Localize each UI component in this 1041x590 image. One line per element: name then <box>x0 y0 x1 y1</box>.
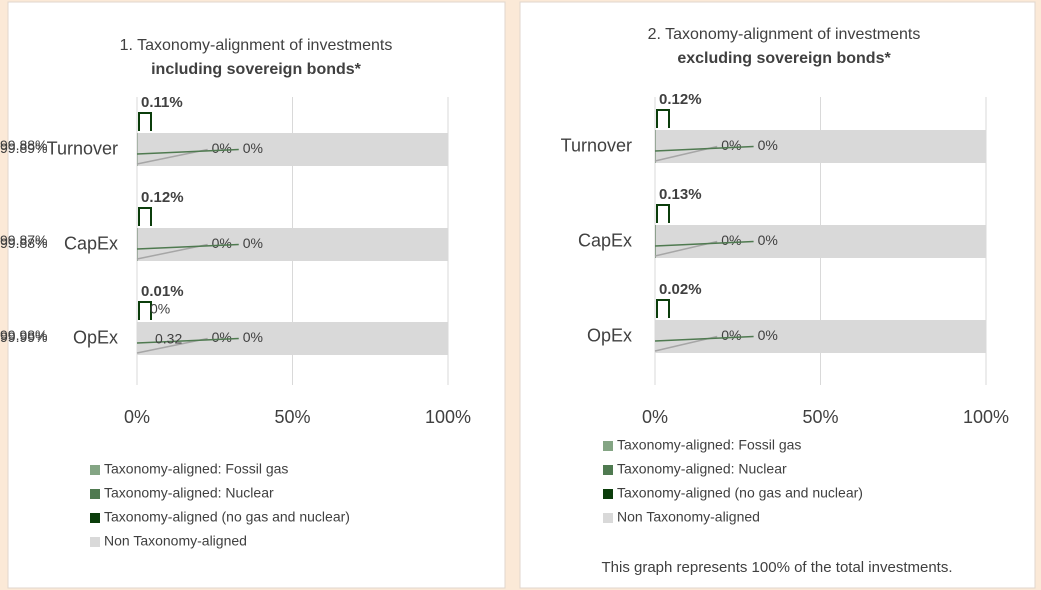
chart-subtitle: including sovereign bonds* <box>151 61 362 78</box>
footnote: This graph represents 100% of the total … <box>601 559 952 576</box>
value-label: 0.11% <box>141 94 183 111</box>
leader-line <box>136 337 239 344</box>
value-label: 0% <box>721 327 741 343</box>
chart-subtitle: excluding sovereign bonds* <box>677 50 891 67</box>
value-label: 99.87% <box>0 232 47 248</box>
leader-line <box>656 204 670 223</box>
bar-segment <box>655 320 986 353</box>
legend-swatch <box>603 441 613 451</box>
category-label: Turnover <box>47 138 118 158</box>
leader-line <box>136 243 239 250</box>
x-tick-label: 100% <box>425 407 471 427</box>
legend-label: Taxonomy-aligned (no gas and nuclear) <box>617 485 863 501</box>
annotation: 0.32 <box>155 331 182 347</box>
category-label: OpEx <box>587 325 632 345</box>
value-label: 0% <box>243 329 263 345</box>
category-label: CapEx <box>64 233 118 253</box>
bar-segment <box>655 130 986 163</box>
legend-swatch <box>90 489 100 499</box>
legend-swatch <box>603 513 613 523</box>
value-label: 0.13% <box>659 186 702 203</box>
chart-title: 1. Taxonomy-alignment of investments <box>120 37 393 54</box>
legend-swatch <box>603 489 613 499</box>
value-label: 0.02% <box>659 281 702 298</box>
value-label: 99.88% <box>0 235 47 251</box>
value-label: 0% <box>212 140 232 156</box>
legend-label: Taxonomy-aligned: Nuclear <box>617 461 787 477</box>
value-label: 0% <box>721 137 741 153</box>
value-label: 0.12% <box>659 91 702 108</box>
legend-swatch <box>90 537 100 547</box>
value-label: 99.88% <box>0 137 47 153</box>
value-label: 0% <box>758 232 778 248</box>
leader-line <box>654 335 754 342</box>
value-label: 0% <box>212 329 232 345</box>
legend-swatch <box>90 465 100 475</box>
legend-label: Taxonomy-aligned: Fossil gas <box>617 437 801 453</box>
bar-segment <box>137 133 448 166</box>
legend-label: Non Taxonomy-aligned <box>104 533 247 549</box>
leader-line <box>654 240 754 247</box>
leader-line <box>654 145 754 152</box>
legend-label: Taxonomy-aligned: Nuclear <box>104 485 274 501</box>
x-tick-label: 50% <box>274 407 310 427</box>
value-label: 0% <box>212 235 232 251</box>
value-label: 0% <box>758 327 778 343</box>
x-tick-label: 0% <box>642 407 668 427</box>
legend-swatch <box>603 465 613 475</box>
x-tick-label: 100% <box>963 407 1009 427</box>
bar-segment <box>655 225 986 258</box>
x-tick-label: 50% <box>802 407 838 427</box>
category-label: CapEx <box>578 230 632 250</box>
annotation: 0% <box>150 301 170 317</box>
bar-segment <box>137 322 448 355</box>
legend-label: Non Taxonomy-aligned <box>617 509 760 525</box>
value-label: 0% <box>243 140 263 156</box>
leader-line <box>138 207 152 226</box>
leader-line <box>136 148 239 155</box>
value-label: 0.12% <box>141 189 184 206</box>
legend-label: Taxonomy-aligned: Fossil gas <box>104 461 288 477</box>
value-label: 99.98% <box>0 327 47 343</box>
leader-line <box>138 112 152 131</box>
leader-line <box>138 301 152 320</box>
value-label: 0% <box>243 235 263 251</box>
category-label: OpEx <box>73 327 118 347</box>
x-tick-label: 0% <box>124 407 150 427</box>
chart-title: 2. Taxonomy-alignment of investments <box>648 26 921 43</box>
value-label: 0% <box>758 137 778 153</box>
value-label: 0.01% <box>141 283 184 300</box>
value-label: 99.89% <box>0 140 47 156</box>
legend-swatch <box>90 513 100 523</box>
legend-label: Taxonomy-aligned (no gas and nuclear) <box>104 509 350 525</box>
value-label: 99.99% <box>0 329 47 345</box>
category-label: Turnover <box>561 135 632 155</box>
value-label: 0% <box>721 232 741 248</box>
leader-line <box>656 299 670 318</box>
leader-line <box>656 109 670 128</box>
bar-segment <box>137 228 448 261</box>
